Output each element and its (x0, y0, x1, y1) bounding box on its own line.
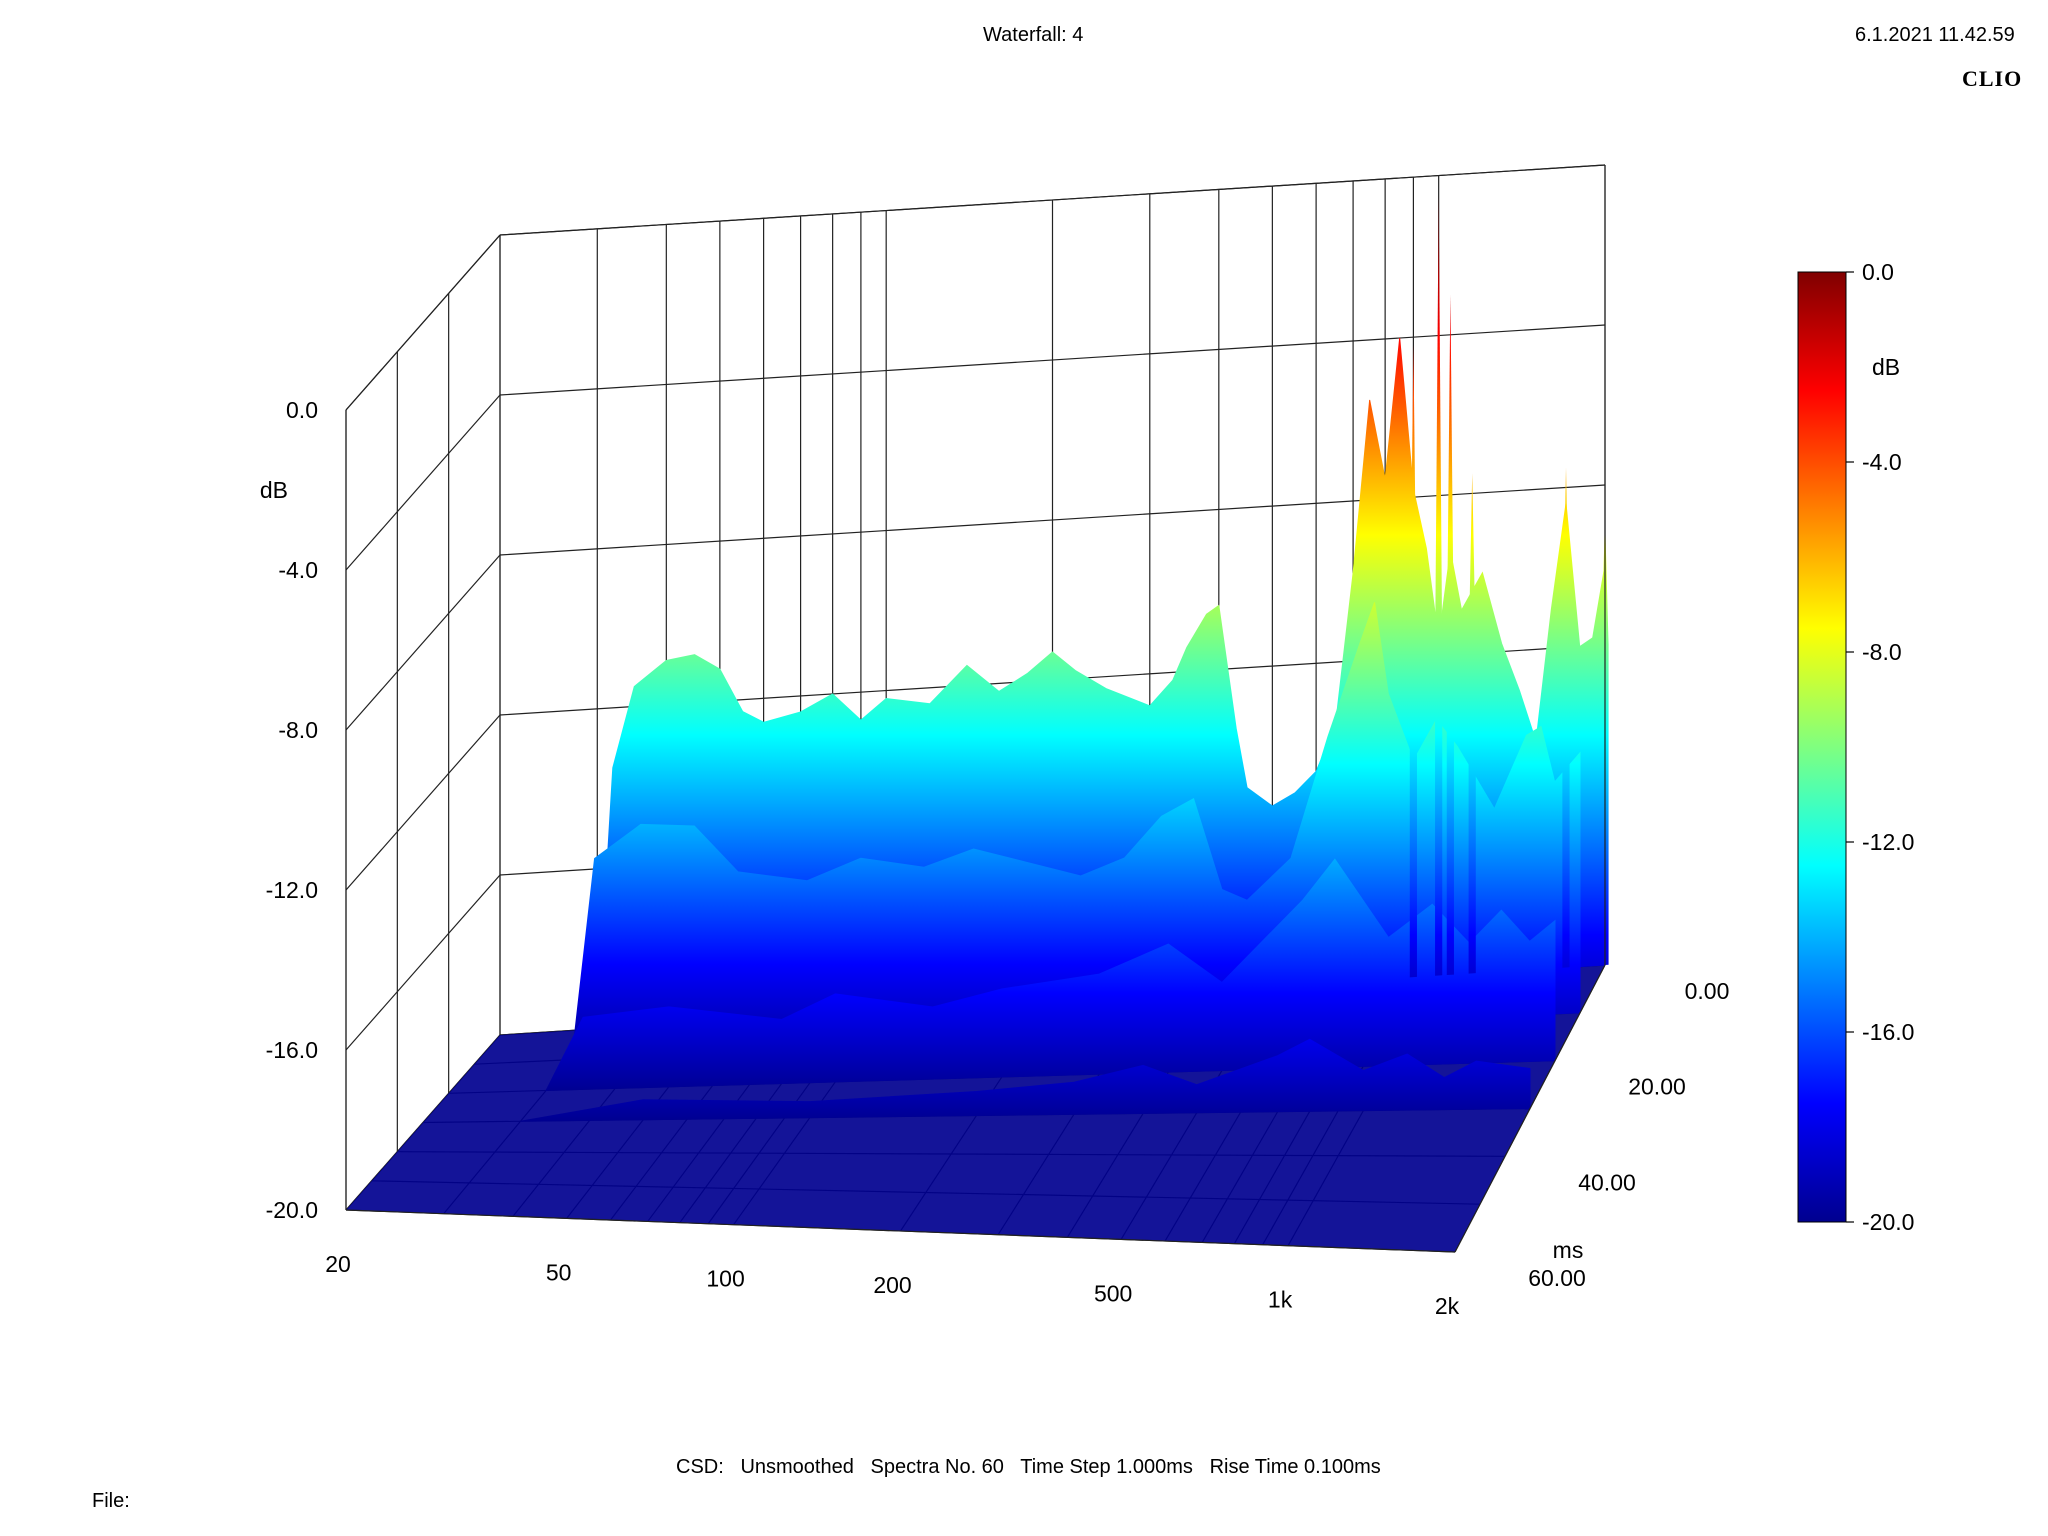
y-tick-label: -4.0 (278, 557, 318, 583)
z-axis-label: ms (1553, 1237, 1584, 1263)
x-tick-label: 50 (546, 1259, 572, 1285)
colorbar-tick-label: -12.0 (1862, 829, 1914, 855)
frame-edge (345, 234, 501, 411)
resonance-peak (1435, 195, 1443, 976)
timestamp: 6.1.2021 11.42.59 (1855, 24, 2015, 46)
z-tick-label: 40.00 (1578, 1169, 1636, 1195)
colorbar-tick-label: -8.0 (1862, 639, 1902, 665)
spectrum-slice (520, 1038, 1531, 1122)
colorbar-tick-label: -16.0 (1862, 1019, 1914, 1045)
brand-logo: CLIO (1962, 66, 2023, 91)
y-tick-label: -16.0 (266, 1037, 318, 1063)
colorbar-unit-label: dB (1872, 354, 1900, 380)
x-tick-label: 200 (873, 1272, 911, 1298)
colorbar-tick-label: -20.0 (1862, 1209, 1914, 1235)
file-label: File: (92, 1490, 130, 1512)
waterfall-surface (346, 195, 1609, 1252)
x-tick-label: 500 (1094, 1280, 1132, 1306)
x-tick-label: 100 (706, 1266, 744, 1292)
colorbar: 0.0 -4.0 -8.0 -12.0 -16.0 -20.0 dB (1797, 259, 1914, 1235)
frame-edge (499, 164, 1606, 236)
frame-edge (345, 1209, 1456, 1253)
spectrum-slice (545, 858, 1556, 1091)
front-grid (345, 164, 1606, 1253)
frame-edge (1454, 964, 1606, 1253)
side-db-gridline (345, 554, 501, 731)
y-tick-label: -8.0 (278, 717, 318, 743)
y-axis-label: dB (260, 477, 288, 503)
x-tick-label: 2k (1435, 1293, 1460, 1319)
y-tick-label: -12.0 (266, 877, 318, 903)
colorbar-tick-label: 0.0 (1862, 259, 1894, 285)
z-tick-label: 0.00 (1685, 978, 1730, 1004)
x-tick-label: 1k (1268, 1287, 1293, 1313)
colorbar-tick-label: -4.0 (1862, 449, 1902, 475)
side-db-gridline (345, 874, 501, 1051)
side-db-gridline (345, 394, 501, 571)
measurement-info: CSD: Unsmoothed Spectra No. 60 Time Step… (676, 1456, 1381, 1478)
resonance-peak (1562, 467, 1570, 968)
x-tick-label: 20 (325, 1251, 351, 1277)
colorbar-gradient (1797, 271, 1847, 1223)
resonance-peak (1409, 345, 1417, 978)
axis-labels: 0.0 -4.0 -8.0 -12.0 -16.0 -20.0 dB 20 50 100 200 50… (260, 397, 1730, 1319)
z-tick-label: 20.00 (1628, 1074, 1686, 1100)
chart-title: Waterfall: 4 (983, 24, 1084, 46)
resonance-peak (1468, 473, 1476, 974)
side-db-gridline (345, 714, 501, 891)
z-tick-label: 60.00 (1528, 1265, 1586, 1291)
y-tick-label: 0.0 (286, 397, 318, 423)
y-tick-label: -20.0 (266, 1197, 318, 1223)
resonance-peak (1446, 294, 1454, 976)
